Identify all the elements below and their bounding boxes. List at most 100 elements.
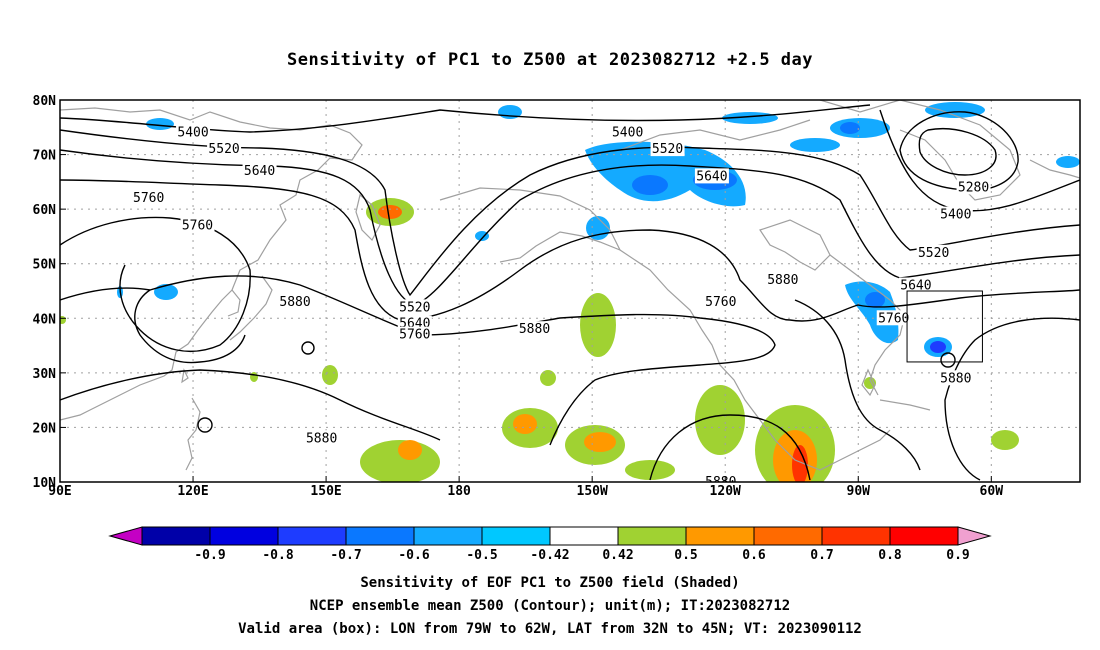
contour-label: 5400	[177, 126, 208, 141]
contour-5880-b	[134, 289, 246, 364]
valid-area-box	[906, 290, 983, 363]
lat-tick-label: 70N	[33, 149, 57, 164]
chart-title: Sensitivity of PC1 to Z500 at 2023082712…	[286, 50, 813, 70]
contour-label-bg	[278, 293, 313, 309]
colorbar-tick-label: -0.6	[398, 548, 429, 563]
lat-tick-label: 20N	[33, 421, 57, 436]
coastline-florida	[861, 368, 876, 397]
colorbar-swatch	[549, 526, 619, 546]
colorbar-swatch	[277, 526, 347, 546]
coastline-taiwan	[181, 368, 189, 384]
colorbar-swatch	[345, 526, 415, 546]
lon-tick-label: 60W	[980, 484, 1004, 499]
lon-tick-label: 150W	[577, 484, 608, 499]
contour-label-bg	[703, 293, 738, 309]
colorbar-tick-label: 0.8	[878, 548, 902, 563]
contour-label-bg	[176, 124, 211, 140]
contour-label-bg	[876, 310, 911, 326]
contour-label: 5880	[279, 295, 310, 310]
caption-line-3: Valid area (box): LON from 79W to 62W, L…	[238, 621, 862, 637]
shade-blob	[585, 141, 746, 207]
contour-5640	[60, 149, 1080, 306]
colorbar-swatch	[685, 526, 755, 546]
colorbar-swatch	[141, 526, 211, 546]
shade-blob	[930, 341, 946, 353]
contour-label-bg	[898, 277, 933, 293]
lon-tick-label: 120E	[177, 484, 208, 499]
contour-5880-south	[60, 369, 441, 441]
coastline-namerica-west	[619, 249, 891, 471]
contour-5520	[60, 129, 1080, 297]
coastline-japan	[229, 275, 273, 341]
shade-blob	[540, 370, 556, 386]
z500-contours	[60, 104, 1080, 481]
caption-line-1: Sensitivity of EOF PC1 to Z500 field (Sh…	[360, 575, 740, 591]
contour-label-bg	[694, 168, 729, 184]
contour-label-bg	[397, 326, 432, 342]
colorbar-tick-label: 0.5	[674, 548, 697, 563]
colorbar-tick-label: 0.9	[946, 548, 969, 563]
lat-tick-label: 80N	[33, 94, 57, 109]
lat-tick-label: 60N	[33, 203, 57, 218]
longitude-ticks: 90E 120E 150E 180 150W 120W 90W 60W	[48, 476, 1003, 499]
contour-label: 5280	[958, 180, 989, 195]
lat-tick-label: 10N	[33, 476, 57, 491]
shade-blob	[695, 385, 745, 455]
contour-label-bg	[703, 474, 738, 482]
contour-5280-b	[899, 111, 1019, 191]
contour-label-bg	[650, 141, 685, 157]
latitude-ticks: 80N 70N 60N 50N 40N 30N 20N 10N	[33, 94, 66, 491]
colorbar-tick-label: 0.7	[810, 548, 833, 563]
shade-blob	[584, 432, 616, 452]
shade-blob	[60, 316, 66, 324]
shade-blob	[865, 292, 885, 308]
colorbar-tick-label: -0.8	[262, 548, 293, 563]
shade-blob	[991, 430, 1019, 450]
coastline-kamchatka	[355, 193, 381, 241]
contour-5880-small	[301, 341, 315, 355]
lon-tick-label: 180	[447, 484, 471, 499]
colorbar-tick-label: -0.9	[194, 548, 225, 563]
contour-5880-mex	[649, 414, 811, 481]
colorbar-tick-label: 0.6	[742, 548, 766, 563]
shade-blob	[580, 293, 616, 357]
contour-label-bg	[517, 321, 552, 337]
contour-label: 5880	[519, 322, 550, 337]
shade-blob	[146, 118, 174, 130]
contour-label: 5760	[705, 295, 736, 310]
lon-tick-label: 120W	[710, 484, 741, 499]
colorbar-tick-label: -0.42	[530, 548, 569, 563]
coastline-asia	[60, 107, 363, 421]
shade-blob	[1056, 156, 1080, 168]
contour-labels: 5400552056405760576058805880552056405760…	[131, 124, 991, 482]
contour-label-bg	[207, 141, 242, 157]
contour-label-bg	[938, 206, 973, 222]
contour-label: 5520	[652, 142, 683, 157]
coastline-hudson	[759, 219, 831, 271]
map-plot-area: 5400552056405760576058805880552056405760…	[60, 100, 1080, 482]
coastline-arctic	[619, 119, 811, 151]
contour-label-bg	[938, 370, 973, 386]
colorbar-tick-label: -0.5	[466, 548, 497, 563]
contour-5880-atl2	[794, 299, 921, 471]
coastline-cuba	[879, 399, 931, 411]
contour-label-bg	[131, 190, 166, 206]
contour-label-bg	[242, 162, 277, 178]
contour-label-bg	[916, 244, 951, 260]
colorbar-swatch	[481, 526, 551, 546]
contour-label: 5760	[399, 328, 430, 343]
contour-label: 5760	[878, 311, 909, 326]
coastline-greenland	[819, 100, 1021, 201]
contour-5880-atl	[944, 317, 1080, 481]
contour-5880-small	[197, 417, 213, 433]
coastline-korea	[227, 289, 241, 317]
lon-tick-label: 90E	[48, 484, 71, 499]
colorbar-tick-label: -0.7	[330, 548, 361, 563]
colorbar-swatch	[209, 526, 279, 546]
shade-blob	[790, 138, 840, 152]
contour-5760	[60, 179, 1080, 322]
contour-label: 5520	[208, 142, 239, 157]
contour-label-bg	[180, 217, 215, 233]
colorbar-swatch	[821, 526, 891, 546]
